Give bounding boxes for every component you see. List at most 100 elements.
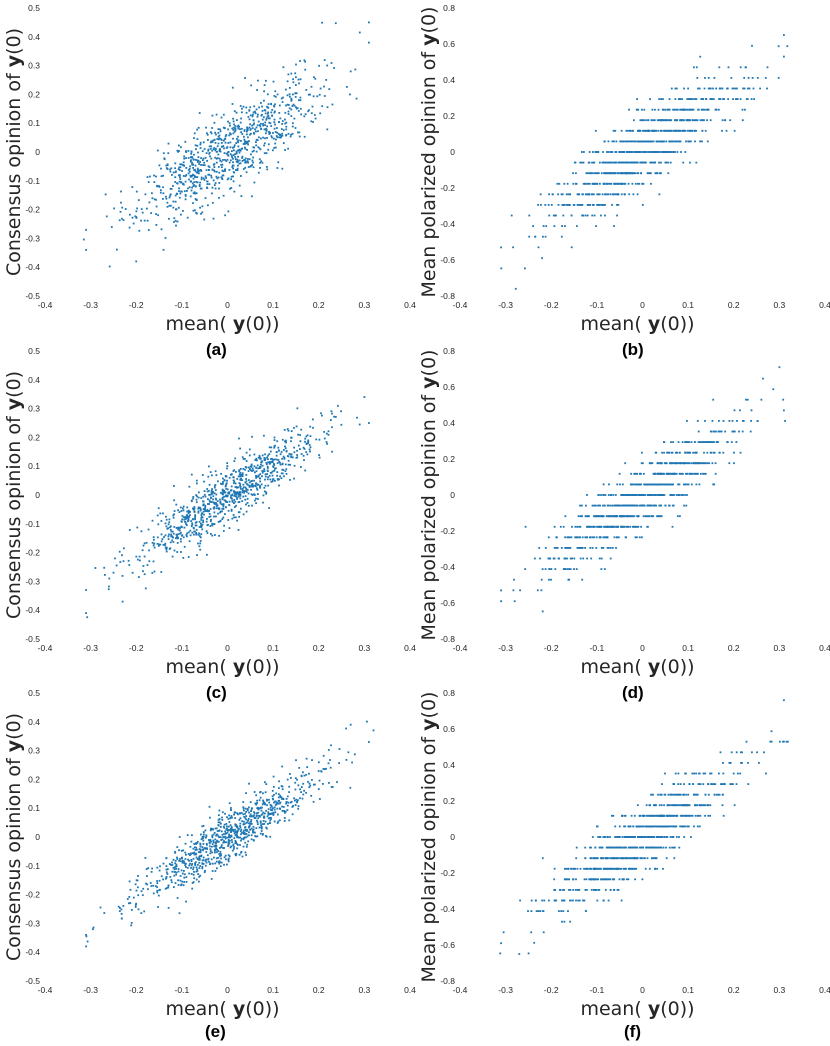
data-point (222, 847, 224, 849)
data-point (560, 547, 563, 549)
data-point (333, 415, 335, 418)
data-point (199, 143, 202, 146)
data-point (182, 536, 185, 539)
data-point (248, 466, 250, 469)
data-point (176, 551, 179, 553)
data-point (230, 175, 233, 178)
y-tick-label: 0.1 (28, 118, 40, 128)
data-point (325, 79, 328, 81)
data-point (279, 801, 282, 804)
data-point (211, 488, 213, 490)
data-point (662, 483, 664, 486)
data-point (269, 461, 272, 464)
data-point (655, 504, 657, 507)
data-point (273, 468, 276, 470)
data-point (173, 866, 176, 869)
data-point (132, 896, 135, 899)
data-point (244, 817, 247, 819)
data-point (660, 129, 663, 132)
data-point (260, 463, 262, 466)
data-point (528, 235, 531, 238)
data-point (624, 525, 626, 528)
data-point (259, 148, 262, 151)
data-point (572, 182, 575, 185)
data-point (585, 504, 587, 507)
data-point (174, 194, 177, 197)
data-point (372, 729, 375, 732)
data-point (121, 575, 124, 577)
data-point (218, 187, 220, 190)
data-point (259, 477, 261, 480)
data-point (134, 883, 137, 886)
data-point (635, 472, 637, 475)
data-point (731, 87, 734, 90)
data-point (236, 836, 239, 839)
data-point (266, 798, 268, 801)
data-point (232, 180, 235, 183)
panel-label-b: (b) (622, 340, 644, 359)
data-point (215, 848, 218, 851)
data-point (175, 527, 178, 529)
data-point (205, 835, 208, 838)
data-point (184, 858, 187, 860)
data-point (287, 73, 290, 76)
data-point (195, 181, 198, 183)
data-point (202, 177, 205, 180)
data-point (204, 495, 207, 498)
data-point (248, 484, 251, 487)
data-point (639, 472, 641, 475)
data-point (614, 129, 617, 132)
data-point (586, 193, 589, 196)
data-point (206, 186, 208, 189)
data-point (120, 917, 123, 920)
data-point (664, 161, 667, 164)
data-point (213, 138, 216, 141)
data-point (204, 510, 207, 512)
data-point (252, 829, 254, 831)
data-point (284, 470, 287, 473)
data-point (254, 835, 257, 838)
data-point (165, 525, 168, 528)
y-tick-label: -0.4 (25, 262, 40, 272)
data-point (662, 129, 665, 132)
data-point (236, 169, 239, 172)
data-point (558, 910, 560, 912)
data-point (613, 172, 616, 175)
data-point (591, 214, 594, 217)
data-point (366, 720, 368, 723)
data-point (245, 792, 247, 794)
data-point (298, 131, 301, 134)
x-tick-label: -0.2 (129, 985, 144, 995)
data-point (611, 547, 614, 549)
data-point (244, 140, 246, 143)
data-point (572, 172, 574, 175)
x-tick-label: 0 (640, 300, 645, 310)
data-point (165, 876, 168, 879)
x-tick-label: -0.4 (453, 643, 468, 653)
data-point (217, 135, 220, 138)
data-point (624, 172, 627, 175)
data-point (530, 910, 533, 912)
data-point (233, 502, 235, 504)
data-point (243, 829, 245, 832)
data-point (694, 451, 696, 454)
data-point (233, 144, 236, 147)
data-point (209, 493, 212, 496)
data-point (667, 161, 670, 164)
data-point (114, 557, 116, 560)
data-point (594, 129, 597, 132)
data-point (588, 878, 591, 881)
data-point (229, 836, 232, 839)
data-point (221, 819, 224, 821)
data-point (627, 504, 630, 507)
data-point (707, 87, 710, 90)
data-point (288, 453, 291, 455)
data-point (567, 547, 570, 549)
data-point (162, 543, 165, 546)
data-point (633, 494, 636, 496)
data-point (164, 542, 167, 545)
data-point (168, 863, 171, 865)
data-point (610, 161, 613, 164)
data-point (635, 151, 638, 153)
data-point (634, 172, 637, 175)
